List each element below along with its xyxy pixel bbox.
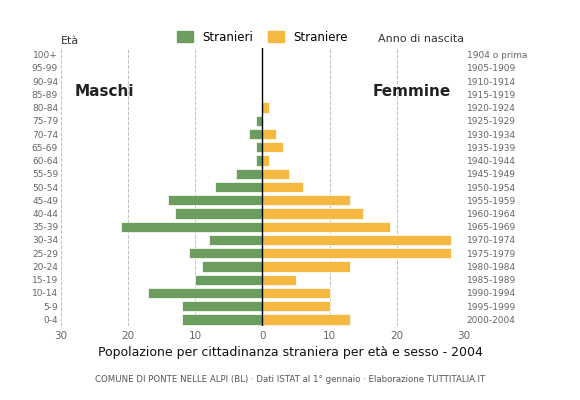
Bar xyxy=(262,288,329,298)
Text: Età: Età xyxy=(61,36,79,46)
Bar xyxy=(215,182,262,192)
Bar xyxy=(256,142,262,152)
Bar xyxy=(262,102,269,113)
Bar xyxy=(256,116,262,126)
Bar xyxy=(262,195,350,206)
Bar xyxy=(262,274,296,285)
Bar xyxy=(262,182,303,192)
Legend: Stranieri, Straniere: Stranieri, Straniere xyxy=(172,26,353,48)
Bar xyxy=(262,235,451,245)
Bar xyxy=(249,129,262,139)
Text: Popolazione per cittadinanza straniera per età e sesso - 2004: Popolazione per cittadinanza straniera p… xyxy=(97,346,483,359)
Bar xyxy=(202,261,262,272)
Bar xyxy=(195,274,262,285)
Text: Anno di nascita: Anno di nascita xyxy=(378,34,464,44)
Text: Maschi: Maschi xyxy=(74,84,134,99)
Bar xyxy=(262,222,390,232)
Bar xyxy=(262,129,276,139)
Bar xyxy=(262,155,269,166)
Bar xyxy=(188,248,262,258)
Bar xyxy=(209,235,262,245)
Bar xyxy=(262,248,451,258)
Bar xyxy=(262,261,350,272)
Bar xyxy=(235,168,262,179)
Bar xyxy=(262,314,350,324)
Bar xyxy=(256,155,262,166)
Bar xyxy=(121,222,262,232)
Bar xyxy=(168,195,262,206)
Bar xyxy=(175,208,262,219)
Bar xyxy=(262,208,363,219)
Text: Femmine: Femmine xyxy=(372,84,451,99)
Bar xyxy=(182,301,262,311)
Bar xyxy=(262,142,282,152)
Bar xyxy=(262,168,289,179)
Bar xyxy=(262,301,329,311)
Bar xyxy=(182,314,262,324)
Bar xyxy=(148,288,262,298)
Text: COMUNE DI PONTE NELLE ALPI (BL) · Dati ISTAT al 1° gennaio · Elaborazione TUTTIT: COMUNE DI PONTE NELLE ALPI (BL) · Dati I… xyxy=(95,375,485,384)
